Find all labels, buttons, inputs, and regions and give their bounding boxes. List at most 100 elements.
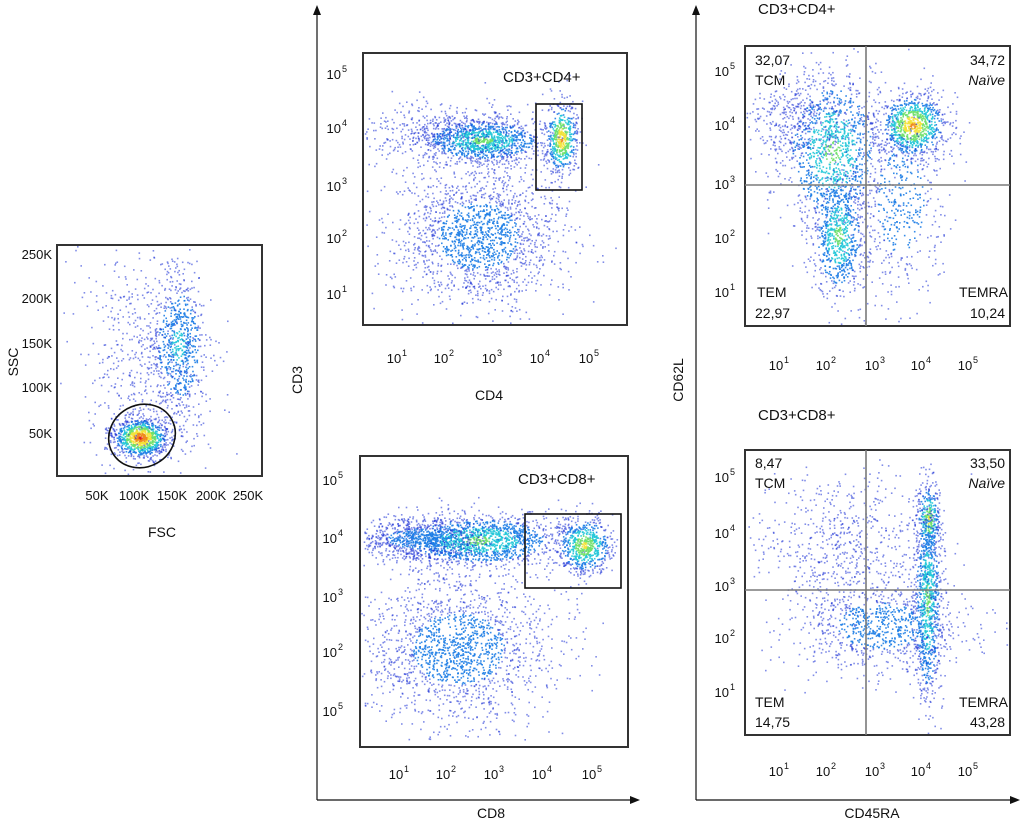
event-dot xyxy=(431,231,433,233)
event-dot xyxy=(514,130,516,132)
event-dot xyxy=(191,327,193,329)
event-dot xyxy=(516,301,518,303)
event-dot xyxy=(567,209,569,211)
event-dot xyxy=(418,195,420,197)
event-dot xyxy=(433,185,435,187)
event-dot xyxy=(565,134,567,136)
event-dot xyxy=(186,324,188,326)
event-dot xyxy=(515,163,517,165)
event-dot xyxy=(558,169,560,171)
event-dot xyxy=(470,160,472,162)
event-dot xyxy=(508,222,510,224)
event-dot xyxy=(475,155,477,157)
event-dot xyxy=(504,224,506,226)
event-dot xyxy=(558,146,560,148)
event-dot xyxy=(530,219,532,221)
event-dot xyxy=(120,405,122,407)
event-dot xyxy=(403,241,405,243)
event-dot xyxy=(510,156,512,158)
event-dot xyxy=(164,387,166,389)
event-dot xyxy=(153,374,155,376)
event-dot xyxy=(178,270,180,272)
event-dot xyxy=(85,364,87,366)
event-dot xyxy=(435,245,437,247)
event-dot xyxy=(165,326,167,328)
event-dot xyxy=(537,188,539,190)
event-dot xyxy=(564,97,566,99)
event-dot xyxy=(116,340,118,342)
event-dot xyxy=(487,234,489,236)
event-dot xyxy=(452,186,454,188)
event-dot xyxy=(140,416,142,418)
event-dot xyxy=(469,202,471,204)
event-dot xyxy=(496,163,498,165)
event-dot xyxy=(178,357,180,359)
event-dot xyxy=(117,377,119,379)
event-dot xyxy=(482,294,484,296)
event-dot xyxy=(459,161,461,163)
event-dot xyxy=(170,281,172,283)
event-dot xyxy=(486,213,488,215)
event-dot xyxy=(178,337,180,339)
event-dot xyxy=(455,153,457,155)
event-dot xyxy=(412,173,414,175)
event-dot xyxy=(162,334,164,336)
event-dot xyxy=(397,142,399,144)
event-dot xyxy=(158,345,160,347)
event-dot xyxy=(521,252,523,254)
event-dot xyxy=(544,246,546,248)
event-dot xyxy=(454,237,456,239)
event-dot xyxy=(126,423,128,425)
event-dot xyxy=(576,142,578,144)
event-dot xyxy=(536,283,538,285)
event-dot xyxy=(183,313,185,315)
event-dot xyxy=(160,377,162,379)
event-dot xyxy=(145,389,147,391)
event-dot xyxy=(186,369,188,371)
event-dot xyxy=(93,423,95,425)
event-dot xyxy=(174,335,176,337)
event-dot xyxy=(468,133,470,135)
event-dot xyxy=(531,200,533,202)
event-dot xyxy=(446,128,448,130)
event-dot xyxy=(153,340,155,342)
event-dot xyxy=(140,378,142,380)
event-dot xyxy=(141,394,143,396)
event-dot xyxy=(101,464,103,466)
event-dot xyxy=(514,202,516,204)
event-dot xyxy=(470,234,472,236)
event-dot xyxy=(122,439,124,441)
event-dot xyxy=(494,120,496,122)
event-dot xyxy=(132,350,134,352)
event-dot xyxy=(478,244,480,246)
event-dot xyxy=(489,150,491,152)
event-dot xyxy=(521,211,523,213)
event-dot xyxy=(192,356,194,358)
event-dot xyxy=(515,152,517,154)
event-dot xyxy=(500,206,502,208)
event-dot xyxy=(133,409,135,411)
event-dot xyxy=(183,404,185,406)
event-dot xyxy=(166,392,168,394)
event-dot xyxy=(179,429,181,431)
event-dot xyxy=(552,132,554,134)
event-dot xyxy=(475,127,477,129)
event-dot xyxy=(536,226,538,228)
event-dot xyxy=(557,149,559,151)
event-dot xyxy=(431,201,433,203)
event-dot xyxy=(575,153,577,155)
event-dot xyxy=(113,442,115,444)
event-dot xyxy=(118,438,120,440)
event-dot xyxy=(439,212,441,214)
event-dot xyxy=(173,371,175,373)
event-dot xyxy=(535,221,537,223)
event-dot xyxy=(397,150,399,152)
event-dot xyxy=(544,143,546,145)
event-dot xyxy=(544,259,546,261)
event-dot xyxy=(179,368,181,370)
event-dot xyxy=(569,138,571,140)
event-dot xyxy=(463,122,465,124)
event-dot xyxy=(145,283,147,285)
event-dot xyxy=(486,185,488,187)
event-dot xyxy=(458,152,460,154)
